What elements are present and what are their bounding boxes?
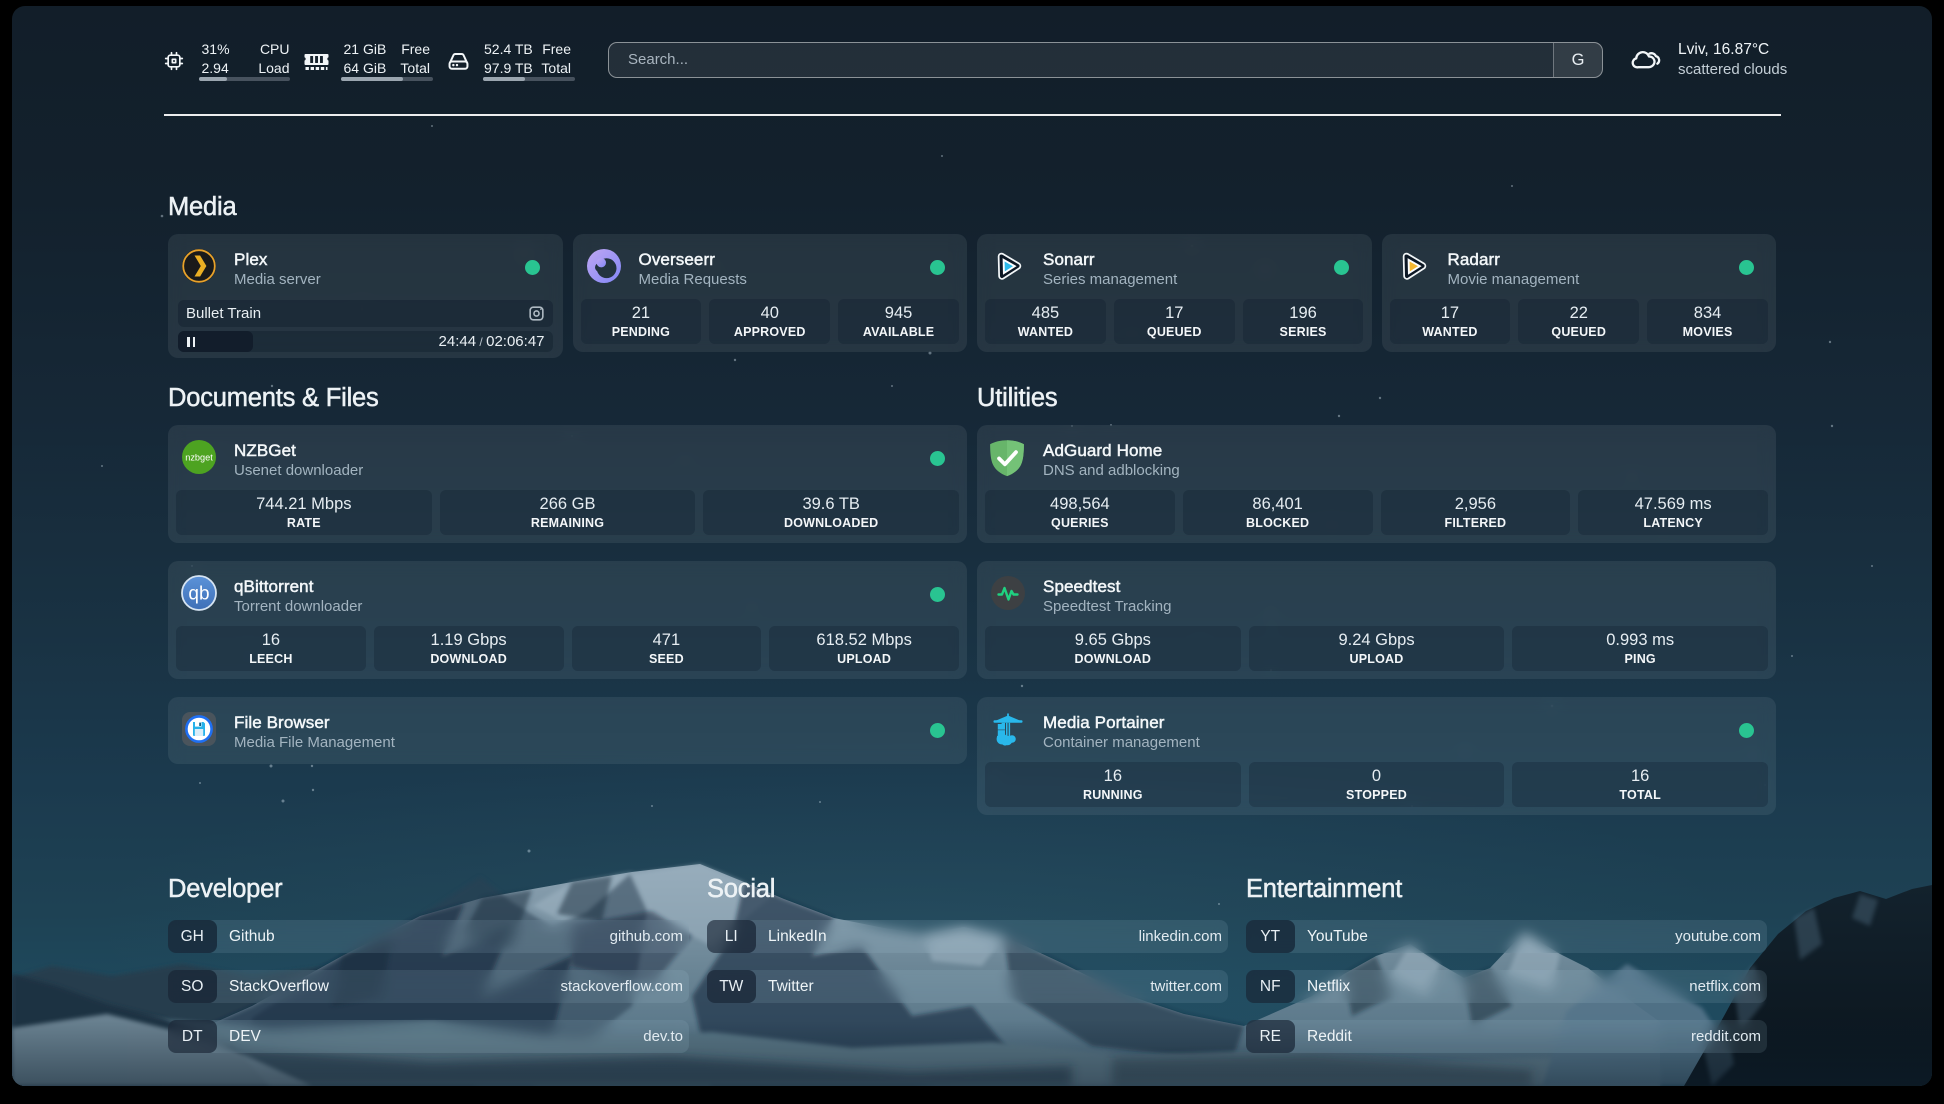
svg-text:nzbget: nzbget: [185, 452, 213, 462]
svg-text:qb: qb: [188, 583, 209, 604]
